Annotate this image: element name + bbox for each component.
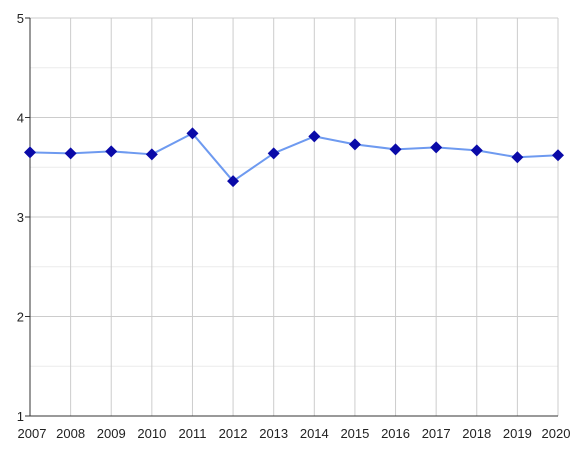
y-tick-label: 4 <box>17 111 24 126</box>
x-tick-label: 2007 <box>18 426 47 441</box>
x-tick-labels: 2007 2008 2009 2010 2011 2012 2013 2014 2015 2016… <box>18 426 571 441</box>
grid <box>29 17 559 416</box>
x-tick-label: 2019 <box>503 426 532 441</box>
data-point-diamond-icon <box>552 149 564 162</box>
axes <box>25 17 558 417</box>
x-tick-label: 2016 <box>381 426 410 441</box>
x-tick-label: 2018 <box>462 426 491 441</box>
data-point-diamond-icon <box>267 147 280 160</box>
data-point-diamond-icon <box>24 146 36 159</box>
x-tick-label: 2015 <box>340 426 369 441</box>
x-tick-label: 2017 <box>422 426 451 441</box>
y-tick-label: 3 <box>17 210 24 225</box>
data-point-diamond-icon <box>186 127 199 140</box>
data-point-diamond-icon <box>389 143 402 156</box>
data-point-diamond-icon <box>470 144 483 157</box>
x-tick-label: 2014 <box>300 426 329 441</box>
data-point-diamond-icon <box>511 151 524 164</box>
data-point-diamond-icon <box>348 138 361 151</box>
series-line <box>29 132 559 183</box>
data-point-diamond-icon <box>105 145 118 158</box>
data-point-diamond-icon <box>308 130 321 143</box>
x-tick-label: 2020 <box>542 426 571 441</box>
x-tick-label: 2008 <box>56 426 85 441</box>
data-point-diamond-icon <box>145 148 158 161</box>
series <box>24 127 564 188</box>
data-point-diamond-icon <box>64 147 77 160</box>
x-tick-label: 2011 <box>178 426 206 441</box>
data-point-diamond-icon <box>227 175 240 188</box>
y-tick-label: 1 <box>17 409 24 424</box>
x-tick-label: 2009 <box>97 426 126 441</box>
data-point-diamond-icon <box>430 141 443 154</box>
y-tick-labels: 1 2 3 4 5 <box>17 11 24 424</box>
x-tick-label: 2010 <box>137 426 166 441</box>
x-tick-label: 2013 <box>259 426 288 441</box>
x-tick-label: 2012 <box>219 426 248 441</box>
y-tick-label: 2 <box>17 310 24 325</box>
y-tick-label: 5 <box>17 11 24 26</box>
